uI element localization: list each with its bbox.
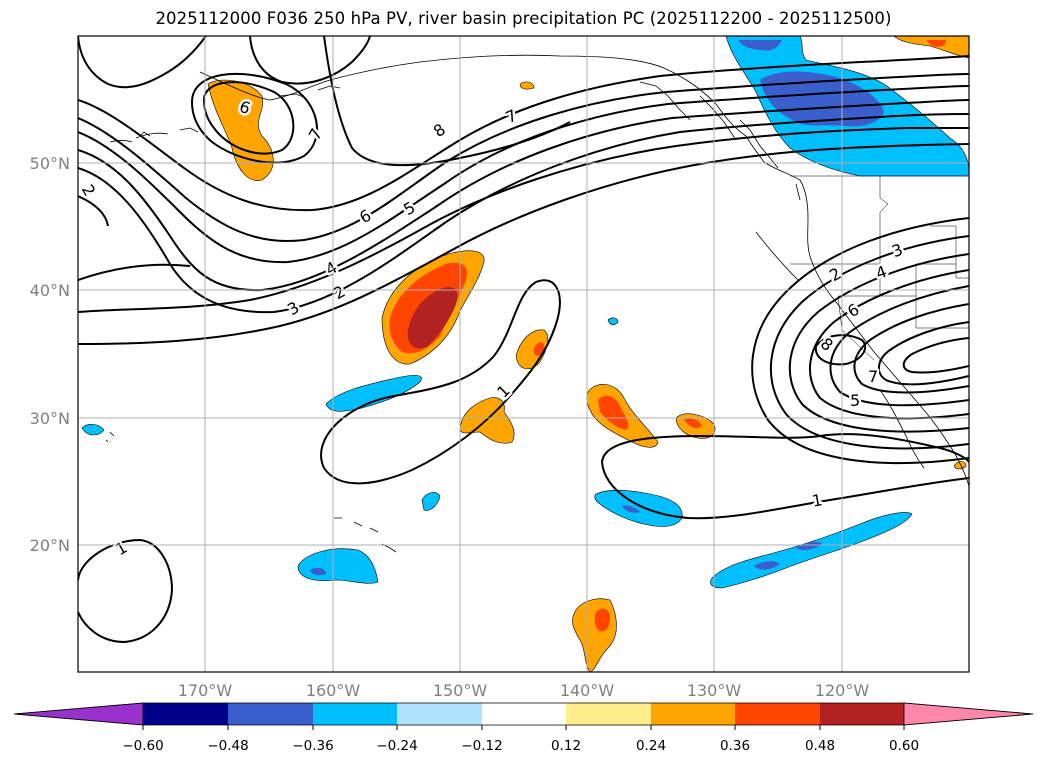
colorbar-tick-label: −0.12	[461, 738, 502, 754]
colorbar-extend-low	[13, 702, 144, 726]
colorbar-tick-label: 0.24	[636, 738, 666, 754]
colorbar-tick-label: −0.60	[122, 738, 163, 754]
colorbar-tick-label: 0.36	[720, 738, 750, 754]
lon-label-150w: 150°W	[433, 681, 488, 700]
lat-label-40: 40°N	[30, 281, 70, 300]
latitude-labels: 50°N 40°N 30°N 20°N	[30, 154, 70, 555]
colorbar-tick-label: −0.48	[207, 738, 248, 754]
lat-label-20: 20°N	[30, 536, 70, 555]
contour-label: 5	[850, 391, 860, 410]
political-borders	[790, 175, 969, 361]
lon-label-120w: 120°W	[815, 681, 870, 700]
colorbar-tick-label: 0.12	[551, 738, 581, 754]
figure-title: 2025112000 F036 250 hPa PV, river basin …	[155, 9, 892, 28]
colorbar-tick-label: −0.36	[292, 738, 333, 754]
coastlines	[105, 54, 969, 553]
colorbar-segment	[228, 703, 313, 725]
colorbar-extend-high	[903, 702, 1034, 726]
contour-label: 7	[868, 367, 878, 386]
colorbar-segment	[566, 703, 651, 725]
lat-label-30: 30°N	[30, 409, 70, 428]
colorbar-segment	[397, 703, 482, 725]
colorbar-segment	[820, 703, 904, 725]
colorbar-segment	[735, 703, 820, 725]
colorbar-tick-label: 0.60	[889, 738, 919, 754]
lat-label-50: 50°N	[30, 154, 70, 173]
lon-label-170w: 170°W	[178, 681, 233, 700]
colorbar-tick-label: −0.24	[376, 738, 417, 754]
colorbar-segment	[313, 703, 397, 725]
lon-label-130w: 130°W	[687, 681, 742, 700]
precip-positive-areas	[207, 36, 969, 672]
gridlines	[78, 36, 969, 672]
colorbar-segment	[482, 703, 566, 725]
map-frame	[77, 35, 970, 673]
colorbar-tick-label: 0.48	[805, 738, 835, 754]
colorbar: −0.60 −0.48 −0.36 −0.24 −0.12 0.12 0.24 …	[13, 702, 1034, 754]
longitude-labels: 170°W 160°W 150°W 140°W 130°W 120°W	[178, 681, 870, 700]
pv-contours	[78, 36, 969, 644]
lon-label-160w: 160°W	[306, 681, 361, 700]
colorbar-segment	[143, 703, 228, 725]
lon-label-140w: 140°W	[560, 681, 615, 700]
colorbar-segment	[651, 703, 735, 725]
